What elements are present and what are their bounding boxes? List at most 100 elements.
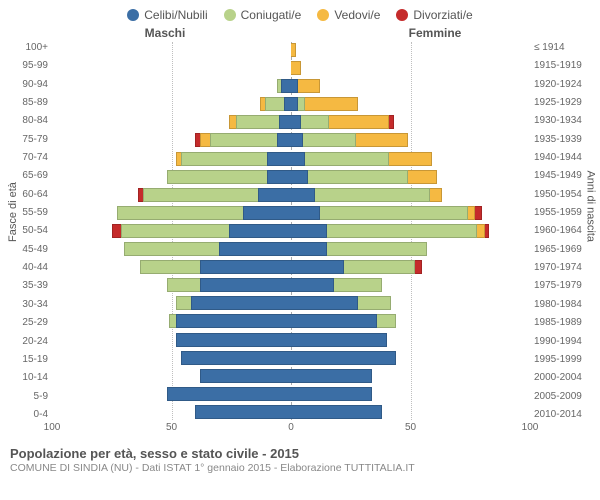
male-bar (52, 351, 291, 365)
segment-single (291, 170, 308, 184)
year-tick: 1960-1964 (534, 225, 590, 236)
chart-source: COMUNE DI SINDIA (NU) - Dati ISTAT 1° ge… (10, 462, 590, 474)
segment-single (291, 333, 387, 347)
segment-widowed (200, 133, 210, 147)
legend-swatch (224, 9, 236, 21)
segment-single (277, 133, 291, 147)
age-row (52, 313, 530, 329)
segment-single (181, 351, 291, 365)
segment-single (291, 260, 344, 274)
age-tick: 10-14 (10, 372, 48, 383)
y-axis-left-title: Fasce di età (7, 182, 19, 242)
segment-married (305, 152, 389, 166)
segment-single (219, 242, 291, 256)
female-bar (291, 333, 530, 347)
gender-labels: Maschi Femmine (10, 26, 590, 40)
legend-label: Vedovi/e (334, 8, 380, 22)
segment-widowed (329, 115, 389, 129)
age-tick: 85-89 (10, 97, 48, 108)
female-bar (291, 260, 530, 274)
segment-single (243, 206, 291, 220)
year-tick: 2010-2014 (534, 409, 590, 420)
age-row (52, 132, 530, 148)
segment-married (167, 278, 200, 292)
year-tick: 1945-1949 (534, 170, 590, 181)
female-bar (291, 369, 530, 383)
age-tick: 70-74 (10, 152, 48, 163)
year-tick: 1920-1924 (534, 79, 590, 90)
year-tick: 1925-1929 (534, 97, 590, 108)
age-tick: 45-49 (10, 244, 48, 255)
year-tick: 1970-1974 (534, 262, 590, 273)
female-bar (291, 43, 530, 57)
segment-married (143, 188, 258, 202)
male-bar (52, 242, 291, 256)
age-tick: 20-24 (10, 336, 48, 347)
year-tick: 1915-1919 (534, 60, 590, 71)
segment-single (291, 97, 298, 111)
year-tick: 1995-1999 (534, 354, 590, 365)
segment-married (377, 314, 396, 328)
year-tick: 2005-2009 (534, 391, 590, 402)
age-row (52, 404, 530, 420)
male-bar (52, 260, 291, 274)
segment-single (258, 188, 291, 202)
label-male: Maschi (10, 26, 270, 40)
year-tick: 1950-1954 (534, 189, 590, 200)
female-bar (291, 170, 530, 184)
legend: Celibi/NubiliConiugati/eVedovi/eDivorzia… (10, 8, 590, 22)
year-tick: 2000-2004 (534, 372, 590, 383)
segment-single (200, 278, 291, 292)
age-tick: 0-4 (10, 409, 48, 420)
age-tick: 95-99 (10, 60, 48, 71)
segment-divorced (415, 260, 422, 274)
legend-swatch (127, 9, 139, 21)
age-row (52, 241, 530, 257)
age-row (52, 277, 530, 293)
segment-widowed (356, 133, 409, 147)
segment-married (301, 115, 330, 129)
segment-widowed (291, 61, 301, 75)
age-row (52, 332, 530, 348)
age-tick: 65-69 (10, 170, 48, 181)
segment-widowed (305, 97, 358, 111)
year-tick: 1940-1944 (534, 152, 590, 163)
age-row (52, 350, 530, 366)
segment-single (291, 314, 377, 328)
age-row (52, 386, 530, 402)
segment-married (358, 296, 391, 310)
female-bar (291, 97, 530, 111)
male-bar (52, 152, 291, 166)
age-row (52, 187, 530, 203)
female-bar (291, 387, 530, 401)
female-bar (291, 115, 530, 129)
male-bar (52, 278, 291, 292)
segment-single (291, 387, 372, 401)
year-tick: 1980-1984 (534, 299, 590, 310)
segment-widowed (468, 206, 475, 220)
male-bar (52, 43, 291, 57)
male-bar (52, 115, 291, 129)
male-bar (52, 387, 291, 401)
male-bar (52, 79, 291, 93)
age-tick: 100+ (10, 42, 48, 53)
segment-single (279, 115, 291, 129)
age-row (52, 42, 530, 58)
plot-area: Fasce di età Anni di nascita 100+95-9990… (10, 42, 590, 420)
year-tick: 1975-1979 (534, 280, 590, 291)
female-bar (291, 61, 530, 75)
y-axis-year: ≤ 19141915-19191920-19241925-19291930-19… (530, 42, 590, 420)
segment-married (315, 188, 430, 202)
segment-single (195, 405, 291, 419)
segment-divorced (112, 224, 122, 238)
age-tick: 90-94 (10, 79, 48, 90)
female-bar (291, 152, 530, 166)
segment-married (320, 206, 468, 220)
segment-married (265, 97, 284, 111)
age-tick: 80-84 (10, 115, 48, 126)
segment-divorced (475, 206, 482, 220)
segment-single (291, 278, 334, 292)
female-bar (291, 242, 530, 256)
segment-widowed (408, 170, 437, 184)
segment-single (291, 152, 305, 166)
